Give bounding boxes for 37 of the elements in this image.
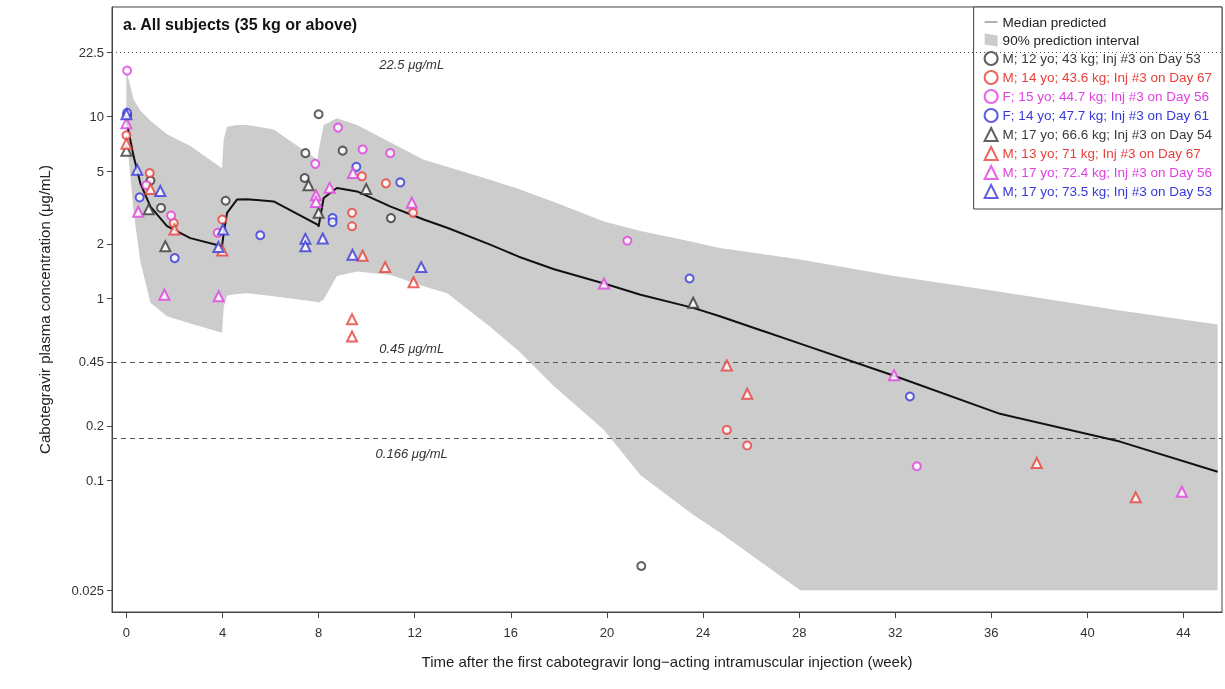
y-tick-label: 1 <box>96 291 104 307</box>
y-axis-title: Cabotegravir plasma concentration (μg/mL) <box>36 165 53 454</box>
y-tick-label: 5 <box>96 163 104 179</box>
y-tick-label: 10 <box>89 109 104 125</box>
y-tick-label: 0.2 <box>85 418 104 434</box>
legend-label: M; 17 yo; 72.4 kg; Inj #3 on Day 56 <box>1002 165 1213 180</box>
legend-label: M; 17 yo; 73.5 kg; Inj #3 on Day 53 <box>1002 184 1213 199</box>
x-tick-label: 28 <box>791 625 807 640</box>
x-tick-label: 16 <box>503 625 519 640</box>
x-tick-label: 24 <box>695 625 711 640</box>
legend-label: F; 15 yo; 44.7 kg; Inj #3 on Day 56 <box>1002 89 1210 104</box>
annotation: 90% prediction interval <box>1002 32 1140 48</box>
x-tick-label: 32 <box>888 625 903 640</box>
y-tick-label: 0.45 <box>78 354 104 370</box>
x-tick-label: 44 <box>1176 625 1191 640</box>
x-tick-label: 4 <box>218 625 227 640</box>
y-tick-label: 2 <box>96 236 104 252</box>
legend-label: M; 14 yo; 43.6 kg; Inj #3 on Day 67 <box>1002 70 1213 85</box>
ref-line-label: 22.5 μg/mL <box>378 57 445 73</box>
x-tick-label: 20 <box>599 625 615 640</box>
y-tick-label: 0.025 <box>71 582 104 598</box>
legend-label: F; 14 yo; 47.7 kg; Inj #3 on Day 61 <box>1002 108 1210 123</box>
ref-line-label: 0.45 μg/mL <box>379 340 445 356</box>
x-tick-label: 12 <box>407 625 422 640</box>
y-tick-label: 22.5 <box>78 44 104 60</box>
text: a. All subjects (35 kg or above) <box>123 15 358 33</box>
y-tick-label: 0.1 <box>85 473 104 489</box>
ref-line-label: 0.166 μg/mL <box>375 445 448 461</box>
x-tick-label: 0 <box>122 625 131 640</box>
legend-label: M; 13 yo; 71 kg; Inj #3 on Day 67 <box>1002 146 1201 161</box>
x-tick-label: 36 <box>984 625 999 640</box>
x-tick-label: 8 <box>315 625 323 640</box>
legend-label: M; 12 yo; 43 kg; Inj #3 on Day 53 <box>1002 51 1201 66</box>
x-axis-title: Time after the first cabotegravir long−acting intramuscular injection (week) <box>421 653 913 670</box>
legend-label: Median predicted <box>1002 14 1107 30</box>
x-tick-label: 40 <box>1080 625 1095 640</box>
legend-label: M; 17 yo; 66.6 kg; Inj #3 on Day 54 <box>1002 127 1213 142</box>
